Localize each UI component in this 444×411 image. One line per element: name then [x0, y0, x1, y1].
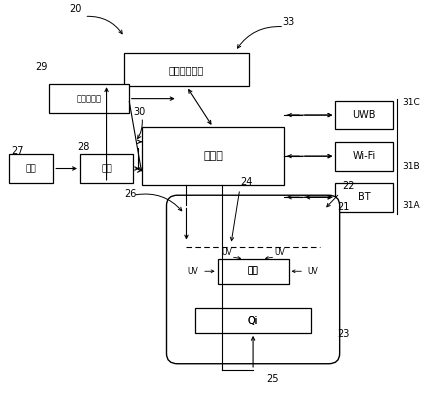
- Text: 29: 29: [36, 62, 48, 72]
- Bar: [335, 183, 393, 212]
- Text: 33: 33: [282, 17, 295, 27]
- Text: UV: UV: [188, 267, 198, 276]
- Text: 容器: 容器: [248, 267, 258, 276]
- Text: 31B: 31B: [402, 162, 420, 171]
- Text: 控制器: 控制器: [203, 151, 223, 161]
- Text: 23: 23: [337, 329, 350, 339]
- Text: Wi-Fi: Wi-Fi: [353, 151, 376, 161]
- Bar: [218, 259, 289, 284]
- Bar: [142, 127, 284, 185]
- Text: 26: 26: [124, 189, 137, 199]
- Text: UV: UV: [274, 248, 285, 257]
- Bar: [218, 259, 289, 284]
- Bar: [49, 84, 129, 113]
- Text: 22: 22: [342, 181, 354, 191]
- Text: 31C: 31C: [402, 98, 420, 107]
- Bar: [195, 308, 311, 333]
- Text: 25: 25: [266, 374, 279, 384]
- Text: 31A: 31A: [402, 201, 420, 210]
- Bar: [335, 142, 393, 171]
- Text: 分布: 分布: [101, 164, 112, 173]
- Text: 24: 24: [240, 177, 252, 187]
- FancyBboxPatch shape: [166, 195, 340, 364]
- Text: 30: 30: [133, 107, 146, 117]
- Text: 电力调节器: 电力调节器: [76, 94, 101, 103]
- Text: 21: 21: [337, 202, 350, 212]
- Text: Qi: Qi: [248, 316, 258, 326]
- Text: UV: UV: [308, 267, 318, 276]
- Bar: [124, 53, 249, 86]
- Bar: [80, 154, 133, 183]
- Text: UV: UV: [221, 248, 232, 257]
- Text: UWB: UWB: [353, 110, 376, 120]
- Text: Qi: Qi: [248, 316, 258, 326]
- Text: 28: 28: [78, 142, 90, 152]
- Bar: [335, 101, 393, 129]
- Text: 27: 27: [11, 146, 24, 156]
- Bar: [195, 308, 311, 333]
- Text: 20: 20: [69, 5, 82, 14]
- Bar: [9, 154, 53, 183]
- Text: BT: BT: [358, 192, 370, 202]
- Text: 电池: 电池: [26, 164, 36, 173]
- Text: 容器: 容器: [248, 267, 258, 276]
- Text: 触摸屏显示器: 触摸屏显示器: [169, 65, 204, 75]
